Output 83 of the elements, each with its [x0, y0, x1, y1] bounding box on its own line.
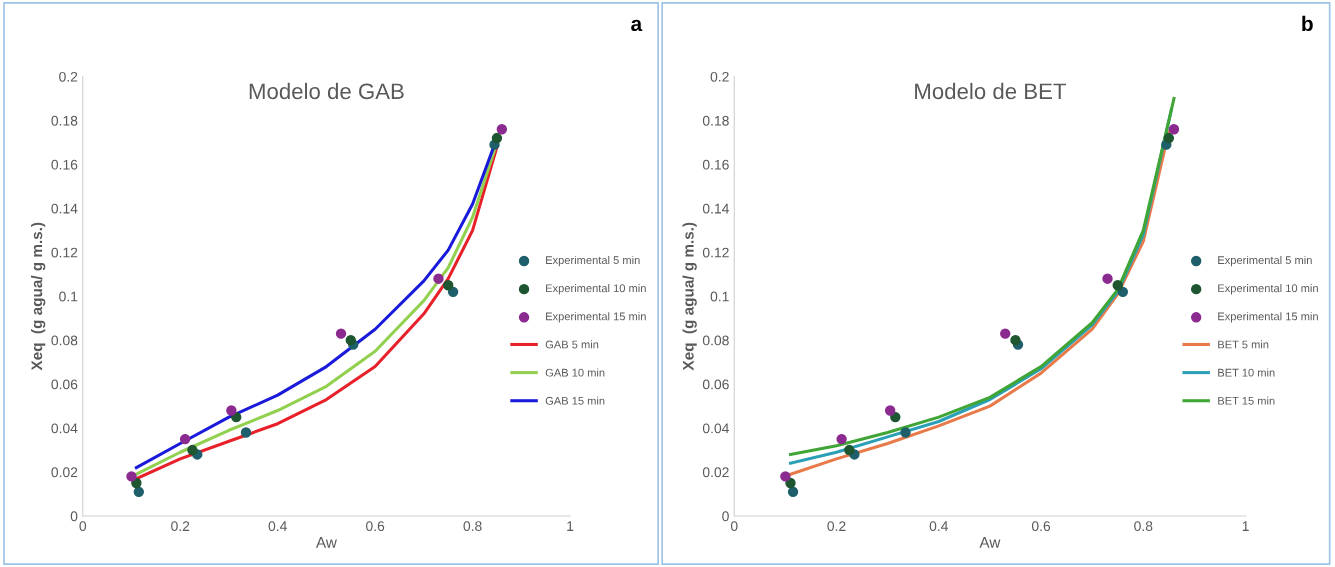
legend-label: Experimental 5 min	[1218, 255, 1312, 267]
point	[1117, 286, 1129, 298]
legend-label: GAB 10 min	[545, 368, 605, 377]
point	[1112, 280, 1123, 291]
y-tick-label: 0.04	[51, 423, 78, 434]
point	[1010, 335, 1021, 346]
legend-label: Experimental 15 min	[546, 312, 646, 323]
text: b	[1302, 15, 1313, 32]
x-tick-label: 0.4	[268, 521, 287, 532]
legend-label: GAB 15 min	[545, 396, 605, 405]
y-tick-label: 0.16	[51, 159, 78, 170]
legend-label: Experimental 10 min	[546, 284, 646, 295]
point	[133, 486, 145, 497]
point	[1163, 132, 1175, 144]
y-tick-label: 0.2	[710, 71, 729, 82]
x-axis-title: Aw	[315, 537, 337, 548]
x-axis-title: Aw	[979, 537, 1001, 548]
legend-label: Experimental 5 min	[546, 255, 640, 267]
point	[780, 471, 791, 482]
legend-label: Experimental 15 min	[1218, 312, 1318, 323]
y-tick-label: 0.06	[702, 379, 729, 390]
legend-label: Experimental 10 min	[1218, 284, 1318, 295]
y-tick-label: 0	[70, 511, 78, 522]
legend-label: BET 15 min	[1218, 396, 1275, 405]
point	[179, 433, 191, 445]
y-tick-label: 0.18	[702, 115, 729, 126]
x-tick-label: 0	[79, 521, 87, 532]
point	[890, 411, 901, 423]
point	[126, 471, 137, 482]
x-tick-label: 0.6	[1031, 521, 1051, 532]
x-tick-label: 0.6	[366, 521, 385, 532]
x-tick-label: 1	[1242, 521, 1249, 531]
point	[187, 444, 198, 456]
x-tick-label: 0	[730, 521, 738, 532]
point	[345, 335, 356, 346]
y-tick-label: 0.12	[702, 247, 729, 258]
x-tick-label: 0.8	[463, 521, 482, 532]
point	[785, 477, 796, 489]
point	[1000, 328, 1011, 339]
y-tick-label: 0.1	[59, 291, 78, 302]
y-tick-label: 0.18	[51, 115, 78, 126]
x-tick-label: 1	[567, 521, 574, 531]
y-tick-label: 0.08	[702, 335, 729, 346]
y-tick-label: 0.08	[51, 335, 78, 346]
point	[443, 280, 454, 291]
x-tick-label: 0.8	[1134, 521, 1153, 532]
point	[885, 405, 896, 416]
y-tick-label: 0.14	[702, 203, 729, 214]
point	[787, 486, 799, 497]
text: a	[631, 19, 643, 32]
y-tick-label: 0.14	[51, 203, 78, 214]
point	[226, 405, 237, 416]
legend-label: GAB 5 min	[545, 340, 599, 349]
point	[900, 427, 911, 438]
y-axis-title: Xeq (g agua/ g m.s.)	[31, 222, 46, 371]
point	[1102, 273, 1113, 284]
y-tick-label: 0.04	[702, 423, 729, 434]
y-tick-label: 0.02	[51, 467, 78, 478]
chart-title: Modelo de GAB	[249, 82, 404, 100]
y-tick-label: 0	[722, 511, 729, 522]
point	[240, 427, 252, 438]
x-tick-label: 0.4	[929, 521, 949, 532]
x-tick-label: 0.2	[827, 521, 846, 532]
point	[231, 411, 242, 423]
point	[496, 124, 508, 135]
point	[844, 444, 855, 456]
legend-label: BET 5 min	[1218, 340, 1269, 349]
y-tick-label: 0.16	[702, 159, 729, 170]
point	[335, 328, 347, 339]
chart-title: Modelo de BET	[915, 82, 1066, 100]
point	[447, 286, 459, 298]
x-tick-label: 0.2	[171, 521, 190, 532]
point	[1168, 124, 1180, 135]
point	[433, 273, 444, 284]
y-tick-label: 0.2	[59, 71, 78, 82]
point	[836, 433, 847, 445]
y-tick-label: 0.06	[51, 379, 78, 390]
y-tick-label: 0.02	[702, 467, 729, 478]
y-tick-label: 0.12	[51, 247, 78, 258]
legend-label: BET 10 min	[1218, 368, 1275, 377]
y-tick-label: 0.1	[710, 291, 729, 302]
point	[491, 132, 503, 144]
y-axis-title: Xeq (g agua/ g m.s.)	[682, 222, 697, 371]
